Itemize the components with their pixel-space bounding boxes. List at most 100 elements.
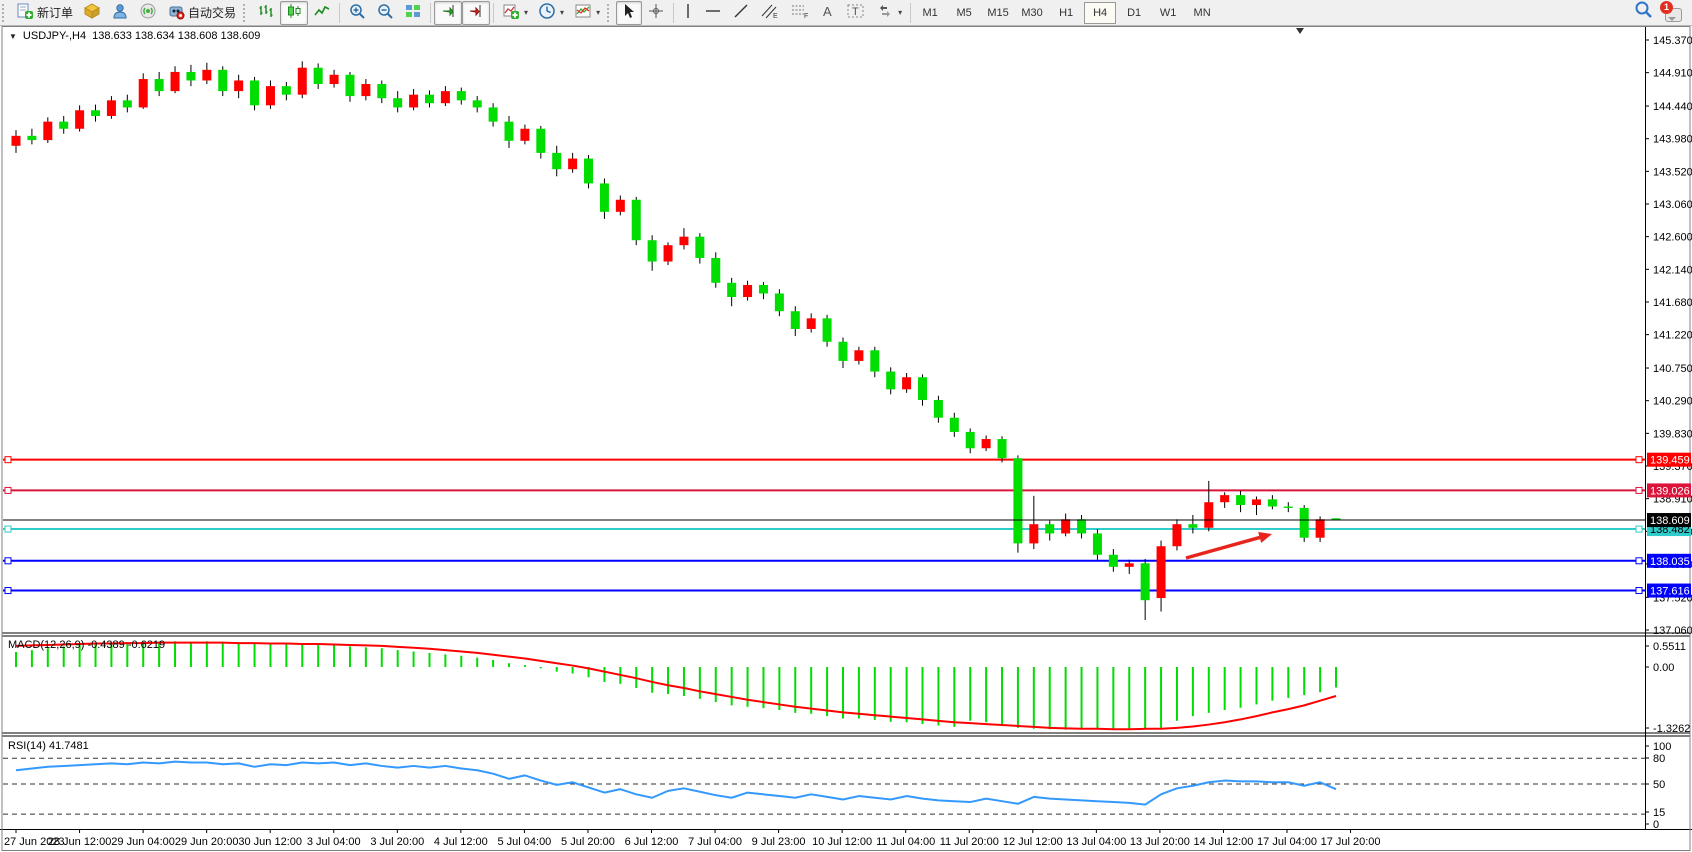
candle-body (758, 284, 768, 294)
periods-clock-button[interactable]: ▾ (533, 1, 569, 25)
chart-shift-button[interactable] (462, 0, 491, 25)
candle-body (870, 350, 880, 372)
candle-body (281, 86, 291, 95)
market-button[interactable] (78, 1, 106, 25)
autotrading-label: 自动交易 (188, 6, 237, 20)
current-price-badge (1647, 513, 1691, 528)
timeframe-m15-button[interactable]: M15 (987, 6, 1009, 19)
line-handle[interactable] (4, 557, 12, 565)
chart-shift-marker[interactable] (1296, 28, 1304, 34)
indicators-button[interactable]: ▾ (497, 1, 533, 25)
candle-body (631, 199, 641, 241)
candlestick-chart-icon (285, 2, 303, 23)
toolbar-grip[interactable] (2, 3, 9, 22)
fibonacci-button[interactable]: F (785, 1, 815, 25)
time-axis-label: 3 Jul 20:00 (370, 836, 424, 848)
time-axis-label: 5 Jul 20:00 (561, 836, 615, 848)
line-handle[interactable] (1635, 486, 1643, 494)
line-handle[interactable] (4, 525, 12, 533)
candle-body (1299, 507, 1309, 538)
shapes-arrows-icon (876, 2, 894, 23)
candle-body (377, 84, 387, 99)
search-icon[interactable] (1634, 0, 1654, 25)
price-badge (1647, 583, 1691, 598)
candle-body (456, 91, 466, 101)
candle-body (854, 350, 864, 361)
price-axis-label: 142.140 (1653, 264, 1692, 276)
vertical-line-button[interactable] (677, 1, 699, 25)
auto-scroll-button[interactable] (434, 0, 463, 25)
candlestick-chart-button[interactable] (280, 0, 309, 25)
line-handle[interactable] (1635, 557, 1643, 565)
candle-body (1204, 502, 1214, 528)
horizontal-line-button[interactable] (699, 1, 727, 25)
candle-body (1188, 524, 1198, 528)
tile-windows-button[interactable] (399, 1, 427, 25)
community-button[interactable] (106, 1, 134, 25)
text-button[interactable]: A (815, 1, 841, 25)
candle-body (234, 80, 244, 92)
annotation-arrow[interactable] (1185, 534, 1265, 560)
candle-body (361, 84, 371, 97)
price-axis-label: 141.680 (1653, 297, 1692, 309)
shapes-button[interactable]: ▾ (871, 1, 907, 25)
macd-axis-label: -1.3262 (1653, 723, 1690, 735)
timeframe-m30-button[interactable]: M30 (1021, 6, 1043, 19)
line-handle[interactable] (1635, 525, 1643, 533)
candle-body (313, 67, 323, 85)
timeframe-d1-button[interactable]: D1 (1127, 6, 1142, 19)
timeframe-m5-button[interactable]: M5 (956, 6, 972, 19)
text-label-button[interactable]: T (841, 1, 871, 25)
timeframe-mn-button[interactable]: MN (1193, 6, 1211, 19)
current-price-value: 138.609 (1650, 515, 1690, 527)
candle-body (679, 236, 689, 246)
equidistant-channel-button[interactable]: E (755, 1, 785, 25)
candle-body (886, 371, 896, 390)
candle-body (1315, 519, 1325, 538)
candle-body (1267, 499, 1277, 507)
price-axis-label: 143.060 (1653, 199, 1692, 211)
candle-body (1124, 563, 1134, 567)
candle-body (1029, 524, 1039, 544)
chart-title-symbol: USDJPY-,H4 (22, 30, 87, 42)
timeframe-m1-button[interactable]: M1 (922, 6, 938, 19)
crosshair-button[interactable] (642, 1, 670, 25)
line-handle[interactable] (1635, 587, 1643, 595)
signals-button[interactable] (134, 1, 162, 25)
price-axis-label: 141.220 (1653, 330, 1692, 342)
candle-body (345, 74, 355, 97)
zoom-in-button[interactable] (343, 1, 371, 25)
bar-chart-button[interactable] (252, 1, 280, 25)
line-chart-button[interactable] (308, 1, 336, 25)
autotrading-button[interactable]: 自动交易 (162, 1, 241, 25)
chevron-down-icon: ▾ (524, 8, 529, 17)
rsi-axis-label: 0 (1653, 819, 1659, 831)
cursor-button[interactable] (616, 0, 643, 25)
templates-button[interactable]: ▾ (569, 1, 605, 25)
timeframe-h4-button[interactable]: H4 (1084, 1, 1117, 24)
chart-canvas[interactable]: 145.370 144.910 144.440 143.980 143.520 143.0… (0, 26, 1692, 852)
chart-window[interactable]: 145.370 144.910 144.440 143.980 143.520 143.0… (0, 26, 1692, 852)
candle-body (329, 74, 339, 85)
macd-signal-line (15, 641, 1337, 731)
line-handle[interactable] (4, 486, 12, 494)
line-handle[interactable] (1635, 456, 1643, 464)
bar-chart-icon (257, 2, 275, 23)
timeframe-w1-button[interactable]: W1 (1159, 6, 1177, 19)
notifications-button[interactable]: 1 (1660, 0, 1682, 22)
trendline-button[interactable] (727, 1, 755, 25)
symbol-dropdown-icon[interactable]: ▼ (9, 31, 17, 41)
candle-body (568, 158, 578, 170)
line-handle[interactable] (4, 587, 12, 595)
trendline-icon (732, 2, 750, 23)
timeframe-h1-button[interactable]: H1 (1059, 6, 1074, 19)
candle-body (265, 86, 275, 106)
toolbar-grip[interactable] (243, 3, 250, 22)
zoom-out-button[interactable] (371, 1, 399, 25)
new-order-button[interactable]: 新订单 (11, 1, 78, 25)
candle-body (695, 236, 705, 258)
toolbar-grip[interactable] (607, 3, 614, 22)
line-handle[interactable] (4, 456, 12, 464)
